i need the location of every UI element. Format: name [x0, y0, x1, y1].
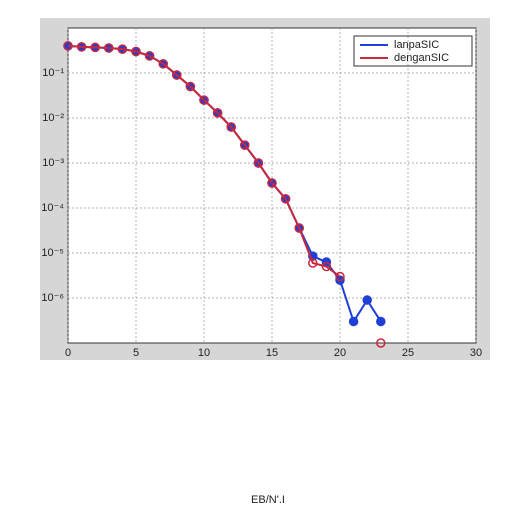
data-point [158, 59, 168, 69]
data-point [362, 295, 372, 305]
data-point [144, 51, 155, 61]
x-tick-label: 10 [198, 347, 210, 359]
data-point [212, 108, 223, 118]
data-point [172, 70, 182, 80]
x-tick-label: 15 [266, 347, 278, 359]
data-point [308, 258, 318, 268]
x-tick-label: 30 [470, 347, 482, 359]
data-point [240, 140, 250, 150]
data-point [267, 178, 277, 188]
data-point [376, 338, 386, 348]
data-point [199, 95, 209, 105]
y-tick-label: 10⁻³ [42, 157, 64, 169]
x-tick-label: 25 [402, 347, 414, 359]
y-tick-label: 10⁻⁴ [41, 202, 64, 214]
data-point [308, 251, 318, 261]
data-point [253, 158, 264, 168]
legend-label: lanpaSIC [394, 39, 439, 51]
y-tick-label: 10⁻² [42, 112, 64, 124]
data-point [226, 122, 236, 132]
data-point [294, 223, 304, 233]
legend-label: denganSIC [394, 52, 449, 64]
lower-panel [0, 360, 512, 512]
data-point [131, 46, 141, 57]
x-axis-label: EB/N'.I [251, 494, 285, 506]
x-tick-label: 20 [334, 347, 346, 359]
data-point [117, 44, 128, 54]
x-tick-label: 5 [133, 347, 139, 359]
data-point [348, 316, 359, 327]
data-point [63, 41, 73, 51]
data-point [185, 81, 196, 92]
legend-box [353, 35, 473, 67]
data-point [280, 194, 291, 204]
y-tick-label: 10⁻⁶ [41, 292, 64, 304]
data-point [335, 271, 345, 282]
x-tick-label: 0 [65, 347, 71, 359]
data-point [376, 316, 386, 327]
y-tick-label: 10⁻¹ [42, 67, 64, 79]
data-point [76, 42, 87, 52]
data-point [90, 42, 100, 53]
data-point [321, 261, 332, 272]
data-point [104, 43, 114, 53]
y-tick-label: 10⁻⁵ [41, 247, 64, 259]
